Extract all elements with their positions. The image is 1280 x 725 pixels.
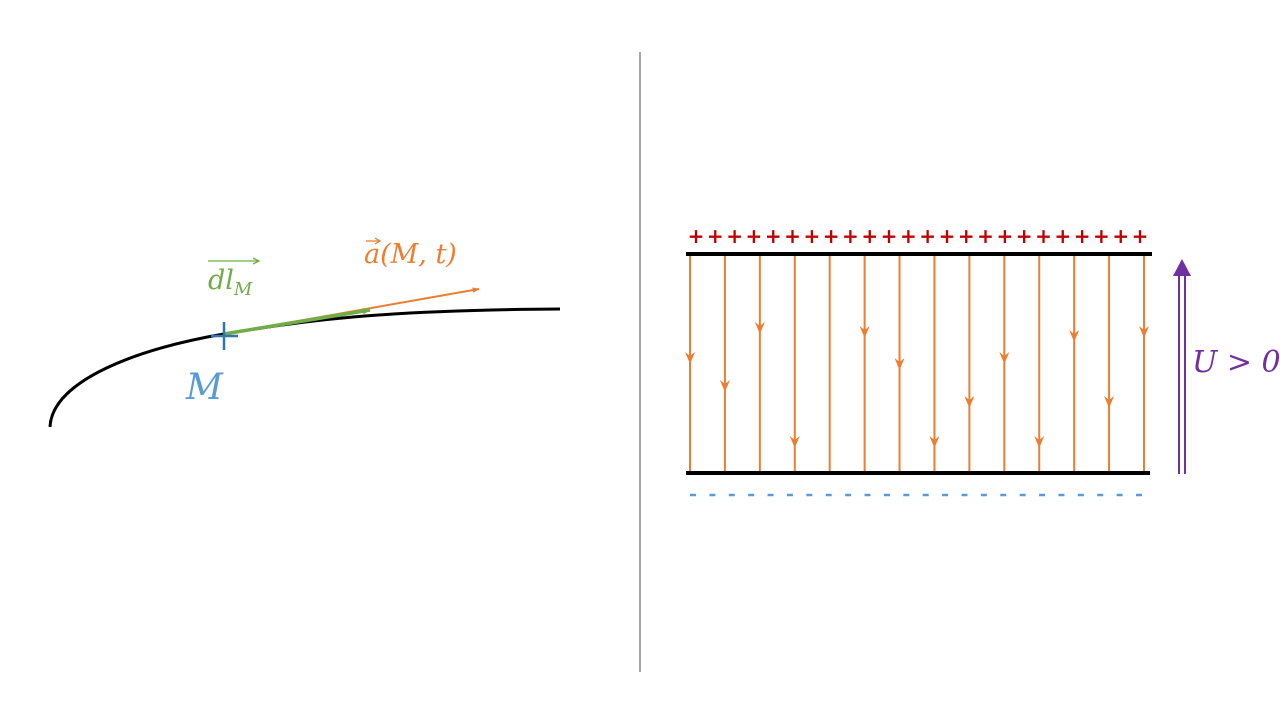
positive-charge: + (1035, 224, 1052, 248)
positive-charge: + (784, 224, 801, 248)
positive-charge: + (900, 224, 917, 248)
tangent-vector-arrow (223, 308, 371, 336)
svg-text:dlM: dlM (208, 265, 253, 300)
field-arrow-icon (1104, 396, 1115, 408)
positive-charge: + (1054, 224, 1071, 248)
tangent-vector-label: dlM (208, 257, 261, 300)
positive-charge: + (919, 224, 936, 248)
field-line (719, 256, 730, 471)
field-line (964, 256, 975, 471)
positive-charge: + (881, 224, 898, 248)
field-line (1069, 256, 1080, 471)
field-arrow-icon (789, 436, 800, 448)
field-line (999, 256, 1010, 471)
field-arrow-icon (894, 358, 905, 370)
trajectory-curve (48, 307, 561, 428)
positive-charge: + (765, 224, 782, 248)
field-arrow-icon (859, 326, 870, 338)
tangent-vector-label-subscript: M (233, 279, 253, 300)
field-arrow-icon (964, 396, 975, 408)
electric-field-lines (685, 256, 1149, 471)
field-arrow-icon (999, 352, 1010, 364)
field-arrow-icon (754, 322, 765, 334)
field-arrow-icon (929, 436, 940, 448)
positive-charge: + (1132, 224, 1149, 248)
positive-charge: + (823, 224, 840, 248)
positive-charge: + (688, 224, 705, 248)
field-line (1104, 256, 1115, 471)
field-line (859, 256, 870, 471)
positive-charge: + (1074, 224, 1091, 248)
right-panel: + + + + + + + + + + + + + + + + + + + + + + + + U > 0 (685, 224, 1280, 497)
tangent-vector-label-text: dl (208, 265, 234, 296)
field-line (1034, 256, 1045, 471)
positive-charge: + (746, 224, 763, 248)
field-arrow-icon (685, 352, 695, 364)
field-arrow-icon (1069, 330, 1080, 342)
field-line (685, 256, 695, 471)
positive-charge: + (707, 224, 724, 248)
positive-charge: + (726, 224, 743, 248)
positive-charge: + (803, 224, 820, 248)
field-line (894, 256, 905, 471)
positive-charge-row: + + + + + + + + + + + + + + + + + + + + + + + + (688, 224, 1149, 248)
positive-charge: + (1016, 224, 1033, 248)
positive-charge: + (1112, 224, 1129, 248)
positive-charge: + (939, 224, 956, 248)
vector-arrowhead-icon (374, 237, 382, 245)
left-panel: M dlM a(M, t) (48, 237, 561, 428)
field-line (1139, 256, 1149, 471)
field-vector-label-text: a(M, t) (364, 239, 457, 270)
field-arrow-icon (1139, 326, 1149, 338)
point-m-cross-icon (211, 322, 238, 350)
positive-charge: + (861, 224, 878, 248)
field-line (789, 256, 800, 471)
field-line (754, 256, 765, 471)
positive-charge: + (977, 224, 994, 248)
voltage-arrow-icon (1173, 259, 1191, 474)
positive-charge: + (958, 224, 975, 248)
field-vector-label: a(M, t) (364, 237, 457, 270)
voltage-label: U > 0 (1192, 345, 1280, 380)
overline-arrowhead-icon (252, 257, 261, 265)
field-arrow-icon (719, 380, 730, 392)
field-arrow-icon (1034, 436, 1045, 448)
positive-charge: + (842, 224, 859, 248)
field-line (929, 256, 940, 471)
positive-charge: + (996, 224, 1013, 248)
positive-charge: + (1093, 224, 1110, 248)
point-m-label: M (185, 367, 224, 408)
